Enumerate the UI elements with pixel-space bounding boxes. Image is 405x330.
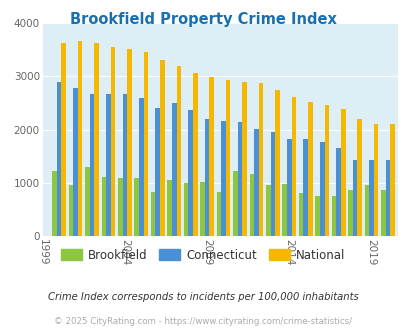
Bar (216, 192, 221, 236)
Bar (160, 60, 164, 236)
Bar (139, 98, 143, 236)
Bar (155, 108, 160, 236)
Bar (85, 167, 90, 236)
Bar (389, 124, 394, 236)
Bar (183, 183, 188, 236)
Bar (319, 142, 324, 236)
Bar (331, 195, 335, 236)
Bar (221, 121, 225, 236)
Bar (258, 83, 263, 236)
Bar (209, 77, 213, 236)
Bar (340, 109, 345, 236)
Bar (127, 49, 132, 236)
Bar (324, 105, 328, 236)
Bar (61, 43, 66, 236)
Bar (307, 102, 312, 236)
Bar (151, 192, 155, 236)
Bar (167, 180, 171, 236)
Bar (298, 193, 303, 236)
Bar (68, 185, 73, 236)
Bar (303, 139, 307, 236)
Bar (369, 160, 373, 236)
Bar (286, 139, 291, 236)
Bar (364, 185, 369, 236)
Legend: Brookfield, Connecticut, National: Brookfield, Connecticut, National (56, 244, 349, 266)
Bar (347, 190, 352, 236)
Bar (57, 82, 61, 236)
Bar (101, 178, 106, 236)
Bar (356, 119, 361, 236)
Bar (122, 94, 127, 236)
Text: Brookfield Property Crime Index: Brookfield Property Crime Index (69, 12, 336, 26)
Bar (143, 52, 148, 236)
Bar (282, 184, 286, 236)
Text: © 2025 CityRating.com - https://www.cityrating.com/crime-statistics/: © 2025 CityRating.com - https://www.city… (54, 317, 351, 326)
Bar (315, 196, 319, 236)
Bar (225, 80, 230, 236)
Bar (204, 119, 209, 236)
Bar (373, 124, 377, 236)
Bar (242, 82, 246, 236)
Bar (52, 171, 57, 236)
Bar (232, 171, 237, 236)
Bar (291, 97, 296, 236)
Bar (335, 148, 340, 236)
Bar (94, 43, 99, 236)
Text: Crime Index corresponds to incidents per 100,000 inhabitants: Crime Index corresponds to incidents per… (47, 292, 358, 302)
Bar (78, 41, 82, 236)
Bar (176, 66, 181, 236)
Bar (118, 179, 122, 236)
Bar (188, 110, 192, 236)
Bar (254, 129, 258, 236)
Bar (385, 160, 389, 236)
Bar (237, 121, 242, 236)
Bar (249, 174, 254, 236)
Bar (200, 182, 204, 236)
Bar (73, 88, 78, 236)
Bar (380, 190, 385, 236)
Bar (265, 185, 270, 236)
Bar (270, 132, 275, 236)
Bar (134, 179, 139, 236)
Bar (192, 73, 197, 236)
Bar (171, 103, 176, 236)
Bar (90, 94, 94, 236)
Bar (106, 94, 111, 236)
Bar (275, 90, 279, 236)
Bar (352, 160, 356, 236)
Bar (111, 47, 115, 236)
